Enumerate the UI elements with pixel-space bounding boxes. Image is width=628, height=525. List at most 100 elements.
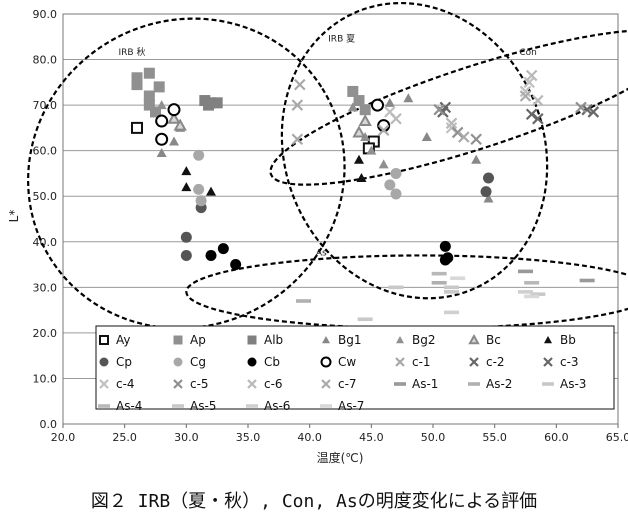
- marker-x-stroke: [451, 126, 464, 139]
- legend-label: Bg1: [338, 333, 361, 347]
- legend-label: c-3: [560, 355, 579, 369]
- y-tick-label: 80.0: [33, 54, 58, 67]
- legend-item: As-3: [542, 377, 586, 391]
- y-tick-label: 70.0: [33, 99, 58, 112]
- scatter-chart: 0.0 10.0 20.0 30.0 40.0 50.0 60.0 70.0 80.0 90.0 2…: [7, 1, 628, 465]
- data-point-Bg1: [471, 154, 482, 164]
- legend-item: Alb: [247, 333, 283, 347]
- data-point-Bg1: [483, 193, 494, 203]
- data-point-c-5: [451, 126, 464, 139]
- axes: 0.0 10.0 20.0 30.0 40.0 50.0 60.0 70.0 80.0 90.0 2…: [33, 8, 628, 444]
- legend-label: Bb: [560, 333, 576, 347]
- marker-triangle: [322, 336, 330, 344]
- data-point-Bc: [173, 118, 187, 131]
- marker-x-stroke: [321, 379, 331, 389]
- marker-square: [247, 335, 257, 345]
- marker-x-stroke: [519, 90, 532, 102]
- data-point-Bc: [167, 111, 181, 124]
- marker-x-stroke: [519, 85, 532, 98]
- legend-item: Ap: [173, 333, 206, 347]
- marker-x-stroke: [458, 131, 470, 143]
- legend-label: Cp: [116, 355, 132, 369]
- x-tick-label: 55.0: [482, 431, 507, 444]
- marker-circle: [247, 357, 257, 367]
- data-point-Ap: [359, 104, 371, 116]
- figure-caption: 図２ IRB（夏・秋）, Con, Asの明度変化による評価: [90, 491, 538, 512]
- data-point-Bc: [358, 113, 372, 127]
- legend-item: As-7: [320, 399, 364, 413]
- data-point-As-1: [579, 278, 595, 283]
- data-point-As-6: [518, 290, 533, 294]
- data-point-Cg: [193, 183, 205, 195]
- data-point-Cp: [480, 186, 492, 198]
- data-point-c-3: [587, 106, 600, 118]
- marker-x-stroke: [291, 133, 304, 146]
- marker-dash: [542, 382, 554, 386]
- data-point-Cw: [371, 98, 384, 112]
- legend-label: As-2: [486, 377, 512, 391]
- data-point-Ap: [150, 106, 161, 118]
- legend-label: Bc: [486, 333, 501, 347]
- data-point-Ap: [143, 67, 155, 79]
- data-point-Cg: [193, 149, 205, 161]
- legend-item: Cw: [320, 355, 356, 369]
- data-point-Cb: [439, 240, 451, 252]
- legend-label: Ay: [116, 333, 131, 347]
- data-point-Bc: [352, 125, 366, 138]
- data-point-c-4: [519, 85, 532, 98]
- legend-item: c-5: [173, 377, 209, 391]
- data-point-c-1: [291, 99, 304, 111]
- data-point-Bb: [354, 154, 364, 164]
- data-points: [131, 67, 600, 322]
- legend-item: As-5: [172, 399, 216, 413]
- legend-label: Cb: [264, 355, 280, 369]
- data-point-Bg1: [421, 132, 432, 141]
- data-point-c-6: [532, 94, 544, 107]
- marker-dash: [468, 382, 480, 386]
- group-label: As: [316, 248, 327, 258]
- legend-item: Cb: [247, 355, 280, 369]
- data-point-As-1: [518, 269, 533, 274]
- marker-x-stroke: [173, 379, 183, 389]
- data-point-As-2: [431, 280, 447, 285]
- y-tick-label: 50.0: [33, 190, 58, 203]
- legend-item: c-1: [395, 355, 431, 369]
- legend-label: Cg: [190, 355, 206, 369]
- y-tick-label: 0.0: [40, 418, 58, 431]
- data-point-Cg: [384, 179, 396, 191]
- y-tick-label: 20.0: [33, 327, 58, 340]
- x-axis-title: 温度(℃): [317, 450, 364, 465]
- data-point-Ap: [153, 81, 165, 93]
- marker-triangle: [396, 336, 404, 344]
- marker-x: [543, 357, 553, 367]
- data-point-As-4: [431, 271, 447, 276]
- marker-x-stroke: [445, 122, 458, 134]
- data-point-c-2: [532, 112, 544, 125]
- marker-x-stroke: [384, 106, 396, 118]
- group-label: IRB 夏: [328, 33, 355, 44]
- marker-x-stroke: [532, 112, 544, 125]
- legend: Ay Ap Alb Bg1 Bg2 Bc Bb Cp Cg Cb Cw c-1 c-2 c-3 c-4 c-5…: [95, 325, 615, 413]
- legend-item: Bg2: [396, 333, 435, 347]
- data-point-Bg1: [403, 93, 414, 103]
- x-tick-label: 30.0: [174, 431, 199, 444]
- group-label: Con: [519, 48, 537, 58]
- marker-x-stroke: [587, 106, 600, 118]
- data-point-Bg2: [156, 100, 167, 110]
- legend-label: Alb: [264, 333, 283, 347]
- data-point-Bg2: [378, 159, 389, 169]
- marker-square-open: [99, 335, 109, 345]
- data-point-c-3: [525, 108, 538, 121]
- data-point-As-5: [388, 285, 404, 290]
- y-tick-label: 40.0: [33, 236, 58, 249]
- data-point-Ay: [131, 121, 143, 134]
- marker-x-stroke: [469, 357, 479, 367]
- legend-item: Bb: [544, 333, 576, 347]
- marker-x-stroke: [294, 78, 306, 91]
- legend-item: c-7: [321, 377, 357, 391]
- data-point-c-2: [581, 103, 593, 116]
- legend-item: Cp: [99, 355, 132, 369]
- data-point-As-5: [530, 292, 546, 296]
- data-point-Bb: [181, 166, 192, 176]
- marker-x-stroke: [377, 124, 390, 136]
